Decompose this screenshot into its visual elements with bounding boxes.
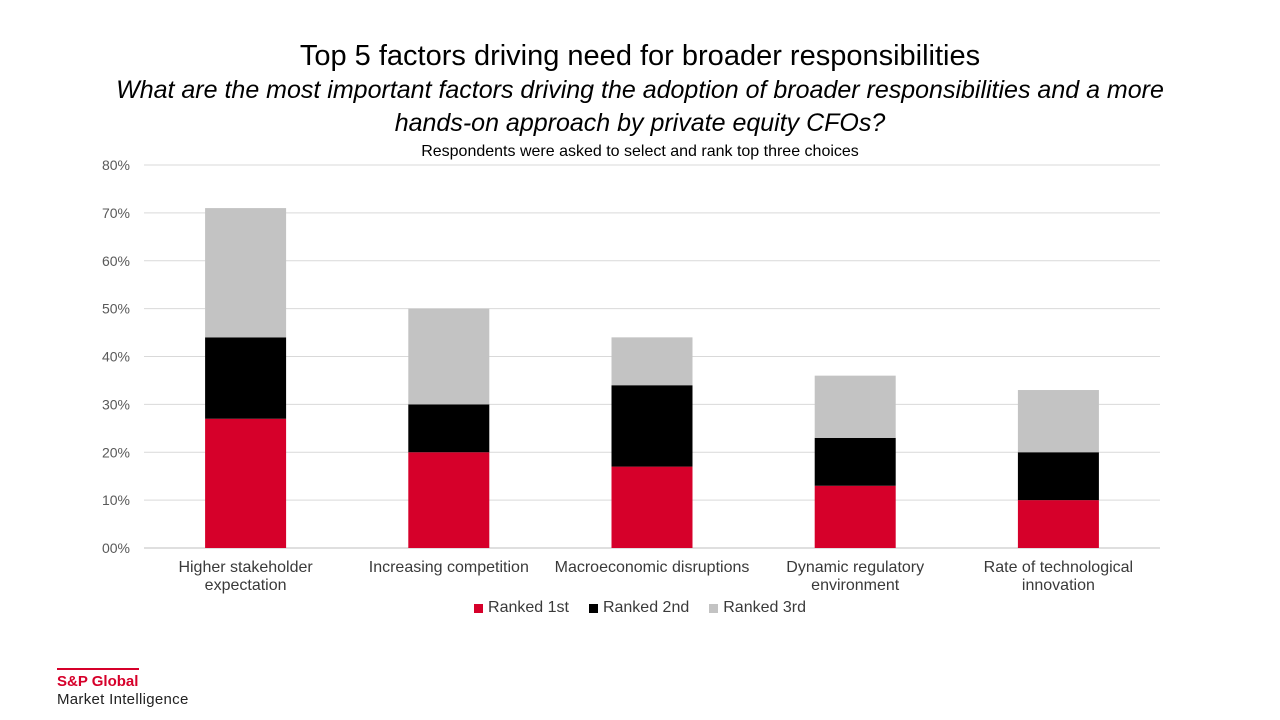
chart-legend: Ranked 1st Ranked 2nd Ranked 3rd (0, 599, 1280, 617)
x-tick-label: Higher stakeholder (178, 559, 313, 576)
bar-ranked-3rd (1017, 390, 1099, 453)
legend-item: Ranked 1st (474, 599, 569, 617)
y-tick-label: 50% (102, 301, 130, 317)
legend-swatch (474, 603, 484, 613)
x-tick-label: Dynamic regulatory (786, 559, 924, 576)
chart-subtitle: What are the most important factors driv… (116, 76, 1164, 137)
y-tick-label: 20% (102, 444, 130, 460)
x-tick-label: environment (811, 577, 900, 594)
legend-label: Ranked 1st (488, 599, 569, 616)
legend-swatch (709, 603, 719, 613)
bar-ranked-3rd (611, 337, 693, 386)
bar-ranked-2nd (1017, 452, 1099, 501)
bar-ranked-1st (611, 466, 693, 548)
bar-ranked-3rd (814, 375, 896, 438)
x-tick-label: Rate of technological (984, 559, 1133, 576)
legend-item: Ranked 2nd (588, 599, 690, 617)
bar-ranked-1st (205, 418, 287, 548)
logo-rule (57, 668, 139, 670)
x-tick-label: Increasing competition (369, 559, 529, 576)
bar-ranked-3rd (205, 208, 287, 338)
logo-text-secondary: Market Intelligence (57, 691, 189, 708)
y-tick-label: 00% (102, 540, 130, 556)
y-tick-label: 10% (102, 492, 130, 508)
bar-ranked-2nd (408, 404, 490, 453)
bar-ranked-3rd (408, 308, 490, 405)
legend-swatch (588, 603, 598, 613)
y-tick-label: 80% (102, 157, 130, 173)
bar-ranked-1st (1017, 500, 1099, 548)
legend-label: Ranked 2nd (602, 599, 690, 616)
sp-global-logo: S&P Global Market Intelligence (57, 668, 189, 710)
x-tick-label: innovation (1022, 577, 1095, 594)
y-tick-label: 60% (102, 253, 130, 269)
x-tick-label: expectation (205, 577, 287, 594)
chart-note: Respondents were asked to select and ran… (421, 143, 859, 160)
bar-ranked-2nd (611, 385, 693, 467)
x-tick-label: Macroeconomic disruptions (555, 559, 750, 576)
y-tick-label: 70% (102, 205, 130, 221)
bar-ranked-1st (408, 452, 490, 548)
chart-title: Top 5 factors driving need for broader r… (299, 40, 981, 72)
y-tick-label: 40% (102, 349, 130, 365)
bar-ranked-2nd (814, 437, 896, 486)
legend-label: Ranked 3rd (723, 599, 806, 616)
y-tick-label: 30% (102, 396, 130, 412)
bar-ranked-2nd (205, 337, 287, 419)
logo-text-primary: S&P Global (57, 673, 139, 690)
bar-ranked-1st (814, 485, 896, 548)
legend-item: Ranked 3rd (709, 599, 806, 617)
